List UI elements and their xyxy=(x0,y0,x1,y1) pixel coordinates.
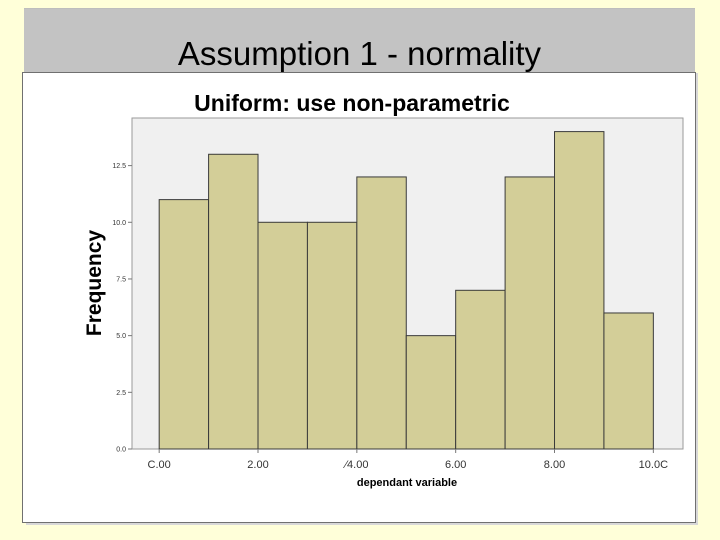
x-tick-label: C.00 xyxy=(148,459,171,471)
histogram-bar-8 xyxy=(554,131,605,450)
histogram-bar-6 xyxy=(455,289,506,450)
x-tick-label: ⁄4.00 xyxy=(342,459,368,471)
y-axis-ticks: 0.0 2.5 5.0 7.5 10.0 12.5 xyxy=(112,163,132,454)
histogram-bar-9 xyxy=(603,312,654,450)
y-tick-label: 5.0 xyxy=(116,333,126,340)
x-axis-ticks: C.00 2.00 ⁄4.00 6.00 8.00 10.0C xyxy=(148,449,668,471)
slide-title-bar: Assumption 1 - normality xyxy=(24,8,695,72)
y-tick-label: 2.5 xyxy=(116,390,126,397)
x-tick-label: 8.00 xyxy=(544,459,565,471)
y-tick-label: 12.5 xyxy=(112,163,126,170)
chart-title: Uniform: use non-parametric xyxy=(194,90,510,116)
histogram-bar-1 xyxy=(208,153,259,450)
y-tick-label: 7.5 xyxy=(116,276,126,283)
histogram-bar-4 xyxy=(356,176,407,450)
x-tick-label: 2.00 xyxy=(247,459,268,471)
histogram-bar-0 xyxy=(158,199,210,450)
histogram-bar-7 xyxy=(504,176,556,450)
y-tick-label: 10.0 xyxy=(112,220,126,227)
y-axis-label: Frequency xyxy=(83,230,106,337)
y-tick-label: 0.0 xyxy=(116,447,126,454)
x-tick-label: 6.00 xyxy=(445,459,466,471)
histogram-bar-3 xyxy=(306,221,358,450)
bars-group xyxy=(158,131,654,450)
slide-title: Assumption 1 - normality xyxy=(177,35,542,72)
x-axis-label: dependant variable xyxy=(357,477,457,489)
histogram-bar-5 xyxy=(405,335,457,450)
x-tick-label: 10.0C xyxy=(639,459,668,471)
histogram-bar-2 xyxy=(257,221,308,450)
